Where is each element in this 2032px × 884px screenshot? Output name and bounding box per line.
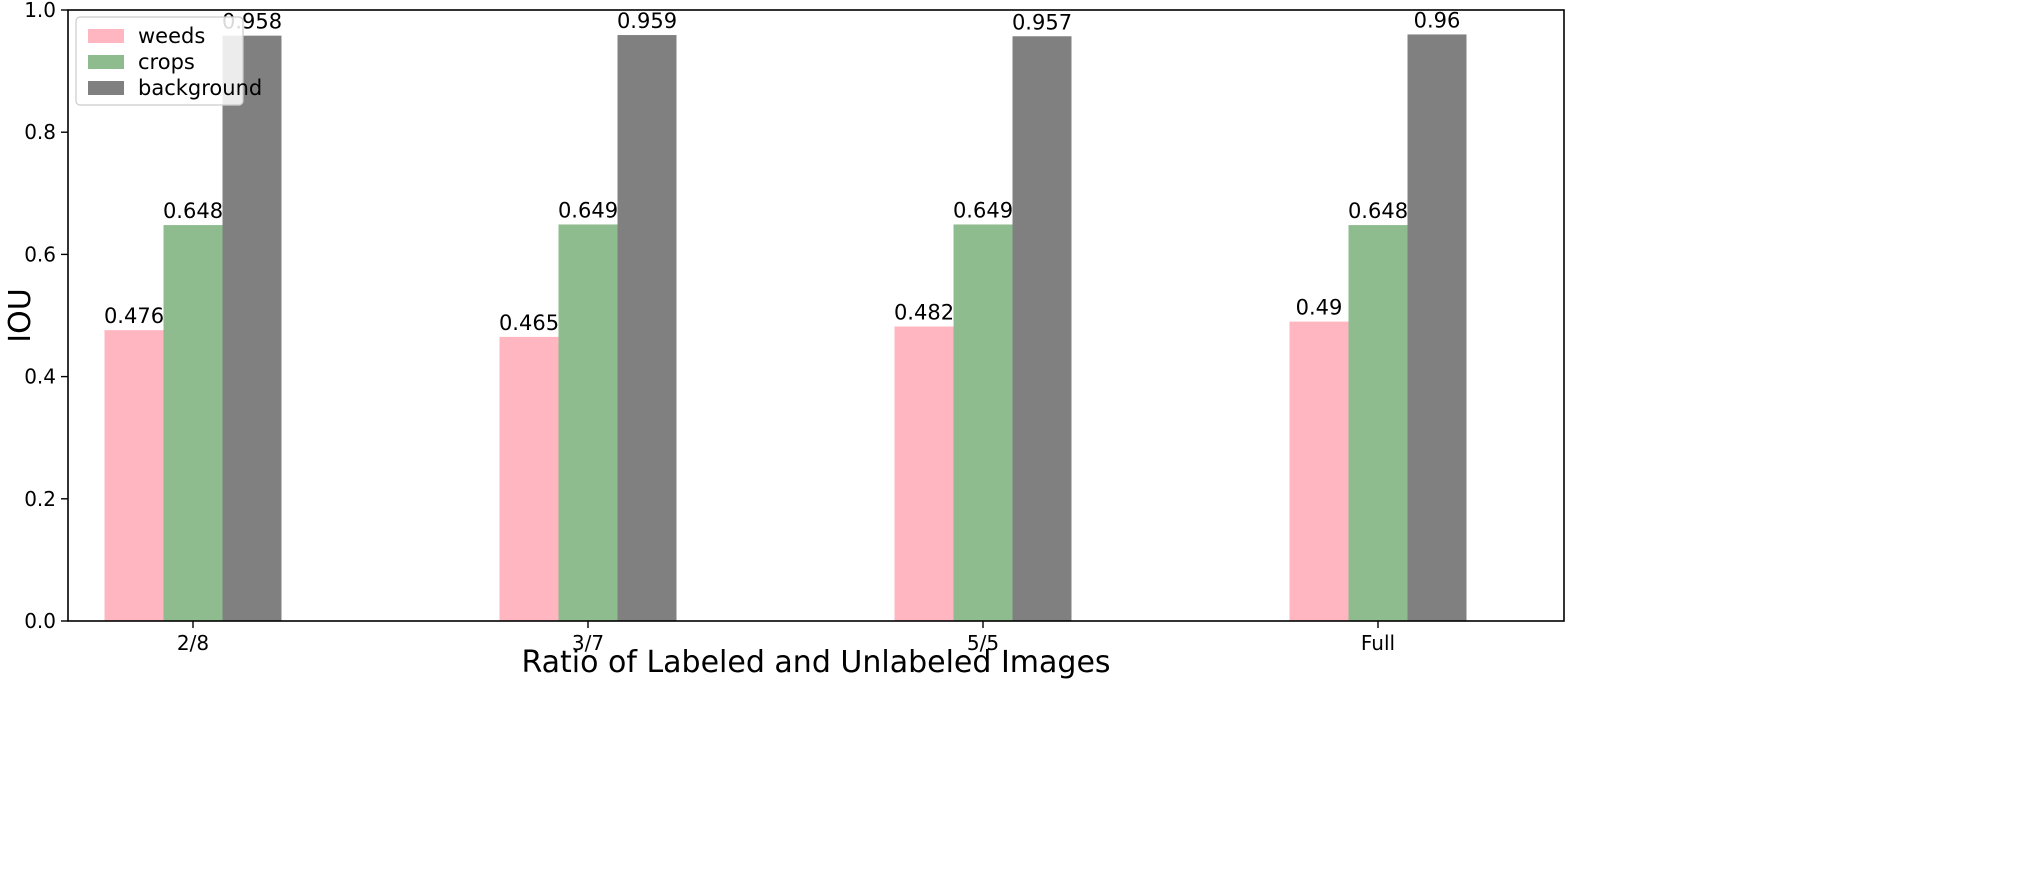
bar-background-2 [1012,36,1072,621]
x-axis-title: Ratio of Labeled and Unlabeled Images [521,645,1110,680]
bar-crops-3 [1348,225,1408,621]
bar-label-crops-0: 0.648 [163,199,223,223]
bar-label-background-2: 0.957 [1012,10,1072,34]
legend-swatch-crops [88,55,124,69]
y-axis: 0.0 0.2 0.4 0.6 0.8 1.0 [24,0,68,633]
bar-label-crops-2: 0.649 [953,198,1013,222]
bar-labels-layer: 0.4760.6480.9580.4650.6490.9590.4820.649… [104,8,1460,334]
bar-label-crops-1: 0.649 [558,198,618,222]
legend-label-background: background [138,76,262,100]
y-tick-label: 1.0 [24,0,56,22]
y-tick-label: 0.6 [24,242,56,266]
bar-weeds-2 [894,326,954,621]
y-tick-label: 0.2 [24,487,56,511]
y-tick-label: 0.4 [24,365,56,389]
bars-layer [104,34,1467,622]
legend-label-crops: crops [138,50,195,74]
bar-weeds-3 [1289,321,1349,621]
bar-label-weeds-2: 0.482 [894,300,954,324]
bar-weeds-1 [499,336,559,621]
x-tick-label: 5/5 [967,631,999,655]
bar-label-crops-3: 0.648 [1348,199,1408,223]
bar-background-0 [222,35,282,622]
legend-swatch-background [88,81,124,95]
x-tick-label: 3/7 [572,631,604,655]
plot-frame [67,9,1565,622]
bar-background-1 [617,35,677,621]
y-tick-label: 0.8 [24,120,56,144]
bar-label-background-3: 0.96 [1414,8,1461,32]
x-tick-label: 2/8 [177,631,209,655]
y-axis-title: IOU [3,288,38,342]
bar-weeds-0 [104,330,164,621]
bar-crops-1 [558,224,618,621]
bar-label-background-1: 0.959 [617,9,677,33]
bar-crops-2 [953,224,1013,621]
x-tick-label: Full [1361,631,1395,655]
bar-crops-0 [163,225,223,621]
legend-label-weeds: weeds [138,24,205,48]
x-axis: 2/8 3/7 5/5 Full [177,621,1395,655]
bar-label-weeds-3: 0.49 [1296,296,1343,320]
bar-label-weeds-1: 0.465 [499,311,559,335]
y-tick-label: 0.0 [24,609,56,633]
bar-background-3 [1407,34,1467,621]
bar-label-weeds-0: 0.476 [104,304,164,328]
legend-swatch-weeds [88,29,124,43]
